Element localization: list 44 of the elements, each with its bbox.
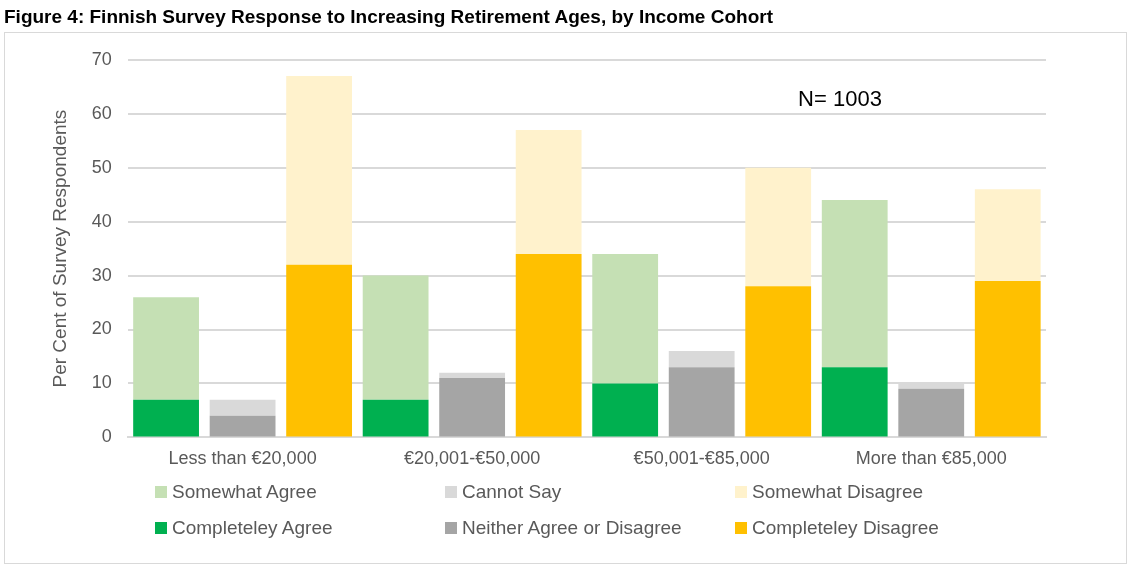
- bar: [286, 264, 353, 437]
- bar: [592, 383, 659, 437]
- chart-title: Figure 4: Finnish Survey Response to Increasing Retirement Ages, by Income Cohort: [3, 5, 774, 29]
- y-tick-label: 40: [91, 210, 112, 231]
- bar: [133, 297, 199, 400]
- x-tick-label: Less than €20,000: [168, 448, 317, 469]
- y-tick-label: 30: [91, 264, 112, 285]
- annotation: N= 1003: [798, 85, 882, 111]
- bar: [974, 280, 1041, 437]
- x-tick-label: €50,001-€85,000: [633, 448, 770, 469]
- y-tick-label: 0: [101, 426, 112, 447]
- bar: [439, 372, 506, 379]
- y-axis-title: Per Cent of Survey Respondents: [48, 109, 70, 388]
- bar: [974, 189, 1041, 281]
- legend-label: Completeley Disagree: [752, 517, 939, 539]
- bar: [821, 200, 888, 368]
- bar: [668, 367, 735, 437]
- bar: [745, 286, 812, 437]
- y-tick-label: 70: [91, 48, 112, 69]
- bar: [745, 167, 812, 287]
- y-tick-label: 20: [91, 318, 112, 339]
- legend-label: Cannot Say: [462, 481, 562, 503]
- bar: [515, 253, 582, 437]
- bar: [515, 129, 582, 254]
- legend-label: Somewhat Disagree: [752, 481, 924, 503]
- x-tick-label: More than €85,000: [855, 448, 1007, 469]
- bar: [362, 399, 429, 437]
- y-tick-label: 50: [91, 156, 112, 177]
- legend-label: Somewhat Agree: [172, 481, 317, 503]
- y-tick-label: 60: [91, 102, 112, 123]
- y-tick-label: 10: [91, 372, 112, 393]
- bar: [668, 351, 735, 368]
- legend-label: Completeley Agree: [172, 517, 333, 539]
- bar: [592, 253, 659, 384]
- bar: [439, 378, 506, 437]
- bar: [821, 367, 888, 437]
- bar: [209, 399, 276, 416]
- bar: [209, 415, 276, 437]
- x-tick-label: €20,001-€50,000: [404, 448, 541, 469]
- legend-label: Neither Agree or Disagree: [462, 517, 682, 539]
- bar: [898, 388, 965, 437]
- bar: [133, 399, 199, 437]
- bar: [286, 75, 353, 265]
- bar: [362, 275, 429, 400]
